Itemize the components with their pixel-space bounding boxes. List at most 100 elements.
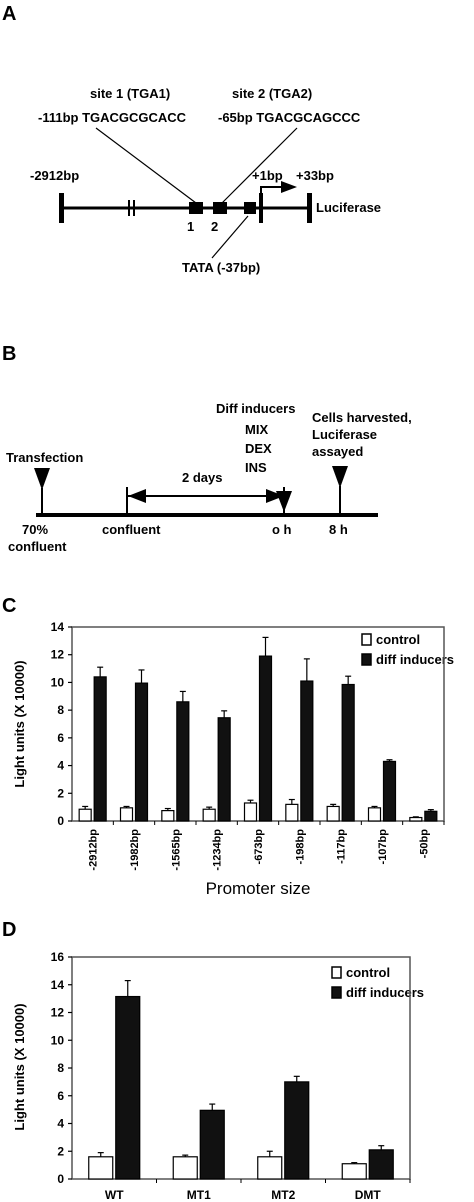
bar-control-107bp (367, 807, 382, 822)
chart-d-ylabel: Light units (X 10000) (12, 1003, 27, 1130)
promoter-start-label: -2912bp (30, 168, 79, 183)
bar-diff-inducers-2912bp (93, 676, 107, 822)
end-label: +33bp (296, 168, 334, 183)
site2-pointer (221, 127, 298, 204)
panel-a-letter: A (2, 3, 16, 25)
tata-pointer (211, 215, 249, 259)
plot-frame (71, 626, 445, 822)
harvest-line2: Luciferase (312, 427, 377, 442)
site2-name: site 2 (TGA2) (232, 86, 312, 101)
chart-d: D Light units (X 10000) control diff ind… (2, 919, 424, 1202)
panel-d-letter: D (2, 919, 16, 941)
legend-inducers-label: diff inducers (376, 652, 454, 667)
duration-arrow-right (266, 489, 284, 503)
chart-d-legend: control diff inducers (331, 965, 424, 1000)
bar-control-mt2 (257, 1156, 283, 1180)
x-tick-label: -50bp (418, 829, 430, 859)
x-tick-label: MT1 (187, 1188, 211, 1202)
bar-diff-inducers-mt2 (284, 1081, 310, 1180)
y-tick-label: 4 (57, 1117, 64, 1131)
duration-label: 2 days (182, 470, 222, 485)
x-tick-label: WT (105, 1188, 124, 1202)
x-tick-label: -107bp (377, 829, 389, 865)
bar-control-50bp (409, 816, 423, 822)
inducer-ins: INS (245, 460, 267, 475)
tss-tick (259, 193, 263, 223)
confluent70-line2: confluent (8, 539, 67, 554)
promoter-start-tick (59, 193, 64, 223)
x-tick-label: -117bp (336, 829, 348, 864)
bar-control-1982bp (119, 807, 134, 822)
bar-diff-inducers-1234bp (217, 717, 231, 822)
tata-label: TATA (-37bp) (182, 260, 260, 275)
bar-control-198bp (285, 803, 299, 822)
inducers-title: Diff inducers (216, 401, 295, 416)
bar-diff-inducers-673bp (258, 655, 273, 822)
bar-control-1565bp (161, 810, 175, 822)
y-tick-label: 0 (57, 814, 64, 828)
site2-number: 2 (211, 219, 218, 234)
x-tick-label: MT2 (271, 1188, 295, 1202)
y-tick-label: 10 (51, 675, 65, 689)
x-tick-label: -1565bp (170, 829, 182, 871)
transcription-arrow-stem (260, 186, 282, 193)
duration-arrow-left (128, 489, 146, 503)
legend-control-swatch (361, 633, 372, 646)
harvest-line3: assayed (312, 444, 363, 459)
x-tick-label: -1234bp (212, 829, 224, 871)
harvest-line1: Cells harvested, (312, 410, 412, 425)
harvest-marker (332, 466, 348, 488)
site1-name: site 1 (TGA1) (90, 86, 170, 101)
y-tick-label: 6 (57, 1089, 64, 1103)
chart-c: C Light units (X 10000) Promoter size co… (2, 595, 454, 898)
tata-box (244, 202, 256, 214)
chart-c-legend: control diff inducers (361, 632, 454, 667)
chart-c-xlabel: Promoter size (206, 879, 311, 898)
site2-sequence: -65bp TGACGCAGCCC (218, 110, 361, 125)
bar-diff-inducers-wt (115, 995, 141, 1180)
eight-hour-label: 8 h (329, 522, 348, 537)
bar-diff-inducers-198bp (300, 680, 314, 822)
bar-diff-inducers-dmt (368, 1149, 394, 1180)
y-tick-label: 12 (51, 1006, 65, 1020)
bar-diff-inducers-1982bp (134, 682, 149, 822)
bar-diff-inducers-107bp (382, 760, 397, 822)
bar-control-117bp (326, 805, 340, 822)
chart-c-ylabel: Light units (X 10000) (12, 660, 27, 787)
y-tick-label: 4 (57, 759, 64, 773)
x-tick-label: -673bp (253, 829, 265, 865)
bar-control-673bp (243, 802, 258, 822)
site1-sequence: -111bp TGACGCGCACC (38, 110, 187, 125)
x-tick-label: -2912bp (88, 829, 100, 871)
legend-control-label: control (376, 632, 420, 647)
legend-inducers-swatch (361, 653, 372, 666)
transfection-label: Transfection (6, 450, 83, 465)
bar-control-dmt (341, 1163, 367, 1180)
bar-diff-inducers-mt1 (199, 1109, 225, 1180)
x-tick-label: -1982bp (129, 829, 141, 871)
legend-inducers-label: diff inducers (346, 985, 424, 1000)
tss-label: +1bp (252, 168, 283, 183)
bar-control-2912bp (78, 808, 92, 822)
bar-diff-inducers-50bp (424, 810, 438, 822)
y-tick-label: 2 (57, 786, 64, 800)
zero-hour-label: o h (272, 522, 292, 537)
y-tick-label: 0 (57, 1172, 64, 1186)
bar-diff-inducers-117bp (341, 683, 355, 822)
legend-control-label: control (346, 965, 390, 980)
transcription-arrow-head (281, 181, 297, 193)
y-tick-label: 8 (57, 703, 64, 717)
y-tick-label: 16 (51, 950, 65, 964)
confluent70-line1: 70% (22, 522, 48, 537)
site1-box (189, 202, 203, 214)
y-tick-label: 14 (51, 978, 65, 992)
y-tick-label: 14 (51, 620, 65, 634)
site2-box (213, 202, 227, 214)
legend-inducers-swatch (331, 986, 342, 999)
inducer-mix: MIX (245, 422, 268, 437)
site1-pointer (95, 127, 197, 204)
panel-c-letter: C (2, 595, 16, 617)
y-tick-label: 2 (57, 1144, 64, 1158)
bar-diff-inducers-1565bp (176, 701, 190, 822)
reporter-label: Luciferase (316, 200, 381, 215)
